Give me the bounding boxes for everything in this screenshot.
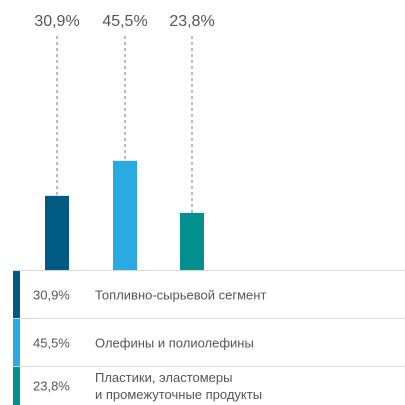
legend-value: 23,8%: [33, 378, 70, 394]
legend-row: 30,9% Топливно-сырьевой сегмент: [13, 270, 405, 318]
value-label: 45,5%: [102, 13, 147, 30]
value-label: 23,8%: [169, 13, 214, 30]
legend-label: Олефины и полиолефины: [95, 335, 254, 350]
chart: 30,9% 45,5% 23,8%: [34, 13, 215, 270]
legend-row: 45,5% Олефины и полиолефины: [13, 318, 405, 366]
legend-swatch: [13, 271, 20, 318]
bar: [113, 160, 137, 270]
legend-value: 30,9%: [33, 287, 70, 302]
legend-value: 45,5%: [33, 335, 70, 350]
legend-row: 23,8% Пластики, эластомеры и промежуточны…: [13, 366, 405, 405]
legend-label: Топливно-сырьевой сегмент: [95, 287, 267, 302]
value-label: 30,9%: [34, 13, 79, 30]
bar: [180, 212, 204, 270]
legend-swatch: [13, 367, 20, 405]
legend-label: Пластики, эластомеры и промежуточные про…: [95, 370, 263, 402]
bar: [45, 195, 69, 270]
legend-swatch: [13, 319, 20, 366]
